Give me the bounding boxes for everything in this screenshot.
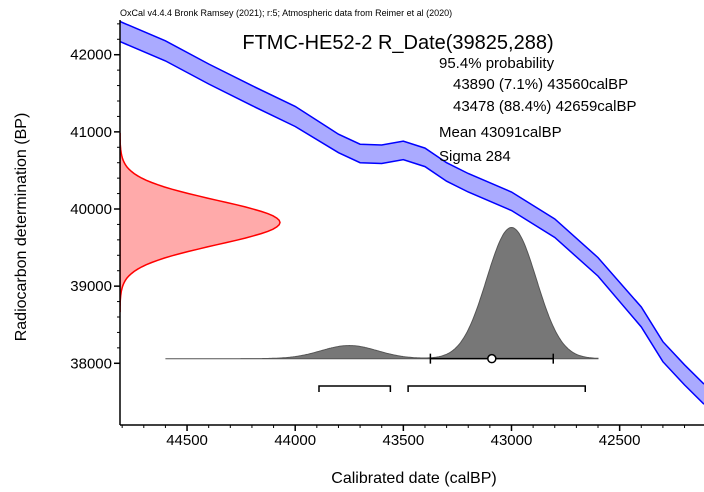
y-tick-label: 40000 — [70, 201, 112, 218]
y-tick-label: 42000 — [70, 47, 112, 64]
x-tick-label: 43000 — [491, 432, 533, 449]
mean-sigma-marker — [429, 353, 554, 364]
radiocarbon-distribution — [120, 132, 281, 313]
calibration-curve-upper-edge — [120, 20, 704, 385]
mean-label: Mean 43091calBP — [439, 124, 562, 141]
mean-point — [487, 353, 497, 364]
y-tick-label: 39000 — [70, 278, 112, 295]
range-bracket-1 — [318, 385, 392, 392]
range-1-label: 43890 (7.1%) 43560calBP — [453, 76, 628, 93]
chart-title: FTMC-HE52-2 R_Date(39825,288) — [242, 32, 553, 54]
x-axis: 44500 44000 43500 43000 42500 — [120, 424, 704, 449]
calibration-curve-lower-edge — [120, 40, 704, 405]
x-tick-label: 44500 — [166, 432, 208, 449]
probability-label: 95.4% probability — [439, 55, 555, 72]
range-2-label: 43478 (88.4%) 42659calBP — [453, 98, 636, 115]
calibrated-distribution — [165, 226, 599, 360]
calibration-curve-band — [120, 21, 704, 405]
range-bracket-2 — [407, 385, 587, 392]
ranges-95 — [318, 385, 587, 392]
sigma-label: Sigma 284 — [439, 148, 511, 165]
y-axis-title: Radiocarbon determination (BP) — [13, 113, 30, 342]
software-header: OxCal v4.4.4 Bronk Ramsey (2021); r:5; A… — [120, 8, 452, 18]
x-tick-label: 44000 — [274, 432, 316, 449]
plot-area — [120, 20, 704, 405]
y-tick-label: 41000 — [70, 124, 112, 141]
y-tick-label: 38000 — [70, 355, 112, 372]
y-axis: 38000 39000 40000 41000 42000 — [70, 20, 121, 425]
x-tick-label: 42500 — [599, 432, 641, 449]
x-axis-title: Calibrated date (calBP) — [331, 470, 496, 487]
x-tick-label: 43500 — [382, 432, 424, 449]
